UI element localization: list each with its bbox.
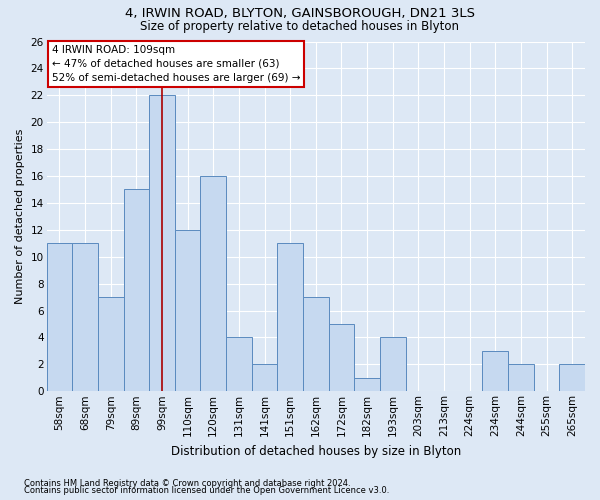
- Bar: [47, 244, 72, 392]
- Y-axis label: Number of detached properties: Number of detached properties: [15, 128, 25, 304]
- Bar: [559, 364, 585, 392]
- Bar: [72, 244, 98, 392]
- Text: Contains HM Land Registry data © Crown copyright and database right 2024.: Contains HM Land Registry data © Crown c…: [24, 478, 350, 488]
- Bar: [124, 190, 149, 392]
- Bar: [380, 338, 406, 392]
- Bar: [303, 297, 329, 392]
- Bar: [354, 378, 380, 392]
- X-axis label: Distribution of detached houses by size in Blyton: Distribution of detached houses by size …: [170, 444, 461, 458]
- Bar: [226, 338, 251, 392]
- Text: Contains public sector information licensed under the Open Government Licence v3: Contains public sector information licen…: [24, 486, 389, 495]
- Bar: [482, 351, 508, 392]
- Bar: [98, 297, 124, 392]
- Bar: [251, 364, 277, 392]
- Text: Size of property relative to detached houses in Blyton: Size of property relative to detached ho…: [140, 20, 460, 33]
- Bar: [200, 176, 226, 392]
- Bar: [175, 230, 200, 392]
- Bar: [508, 364, 534, 392]
- Bar: [329, 324, 354, 392]
- Text: 4, IRWIN ROAD, BLYTON, GAINSBOROUGH, DN21 3LS: 4, IRWIN ROAD, BLYTON, GAINSBOROUGH, DN2…: [125, 8, 475, 20]
- Bar: [149, 96, 175, 392]
- Text: 4 IRWIN ROAD: 109sqm
← 47% of detached houses are smaller (63)
52% of semi-detac: 4 IRWIN ROAD: 109sqm ← 47% of detached h…: [52, 45, 301, 83]
- Bar: [277, 244, 303, 392]
